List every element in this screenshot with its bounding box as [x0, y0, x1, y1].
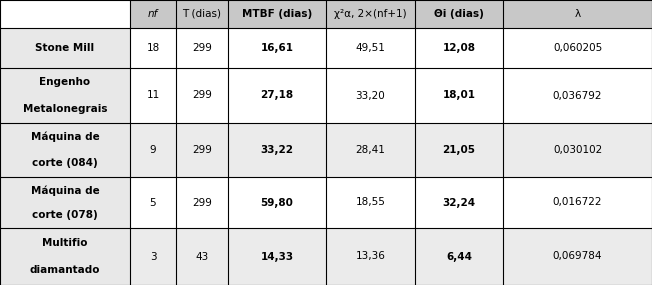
Bar [130, 28, 652, 68]
Text: corte (078): corte (078) [32, 210, 98, 220]
Text: 0,036792: 0,036792 [553, 91, 602, 101]
Text: 18,55: 18,55 [355, 198, 385, 207]
Text: 0,069784: 0,069784 [553, 251, 602, 262]
Text: 43: 43 [196, 251, 209, 262]
Bar [0, 0, 130, 28]
Text: 6,44: 6,44 [446, 251, 472, 262]
Bar [0, 228, 130, 285]
Text: 9: 9 [150, 145, 156, 155]
Bar [0, 28, 130, 68]
Text: corte (084): corte (084) [32, 158, 98, 168]
Text: χ²α, 2×(nf+1): χ²α, 2×(nf+1) [334, 9, 407, 19]
Text: Máquina de: Máquina de [31, 185, 99, 196]
Text: 33,22: 33,22 [261, 145, 293, 155]
Bar [0, 177, 130, 228]
Text: 33,20: 33,20 [355, 91, 385, 101]
Text: 299: 299 [192, 145, 212, 155]
Text: T (dias): T (dias) [183, 9, 222, 19]
Bar [130, 0, 652, 28]
Text: Engenho: Engenho [39, 77, 91, 87]
Text: 27,18: 27,18 [260, 91, 293, 101]
Text: 0,016722: 0,016722 [553, 198, 602, 207]
Text: 0,030102: 0,030102 [553, 145, 602, 155]
Text: 59,80: 59,80 [261, 198, 293, 207]
Text: 49,51: 49,51 [355, 43, 385, 53]
Text: diamantado: diamantado [30, 265, 100, 275]
Text: 18: 18 [147, 43, 160, 53]
Text: 21,05: 21,05 [443, 145, 475, 155]
Bar [130, 123, 652, 177]
Text: λ: λ [574, 9, 580, 19]
Text: 28,41: 28,41 [355, 145, 385, 155]
Text: 0,060205: 0,060205 [553, 43, 602, 53]
Text: 11: 11 [147, 91, 160, 101]
Text: 13,36: 13,36 [355, 251, 385, 262]
Bar [130, 68, 652, 123]
Text: MTBF (dias): MTBF (dias) [242, 9, 312, 19]
Bar [130, 228, 652, 285]
Text: 5: 5 [150, 198, 156, 207]
Bar [130, 177, 652, 228]
Text: Máquina de: Máquina de [31, 132, 99, 142]
Text: 14,33: 14,33 [260, 251, 293, 262]
Text: Metalonegrais: Metalonegrais [23, 104, 107, 114]
Text: 16,61: 16,61 [261, 43, 293, 53]
Bar [0, 123, 130, 177]
Text: Multifio: Multifio [42, 238, 88, 248]
Text: 299: 299 [192, 43, 212, 53]
Text: Θi (dias): Θi (dias) [434, 9, 484, 19]
Text: 18,01: 18,01 [443, 91, 475, 101]
Text: 32,24: 32,24 [443, 198, 475, 207]
Bar [0, 68, 130, 123]
Text: Stone Mill: Stone Mill [35, 43, 95, 53]
Text: 3: 3 [150, 251, 156, 262]
Text: nf: nf [148, 9, 158, 19]
Text: 299: 299 [192, 91, 212, 101]
Text: 299: 299 [192, 198, 212, 207]
Text: 12,08: 12,08 [443, 43, 475, 53]
